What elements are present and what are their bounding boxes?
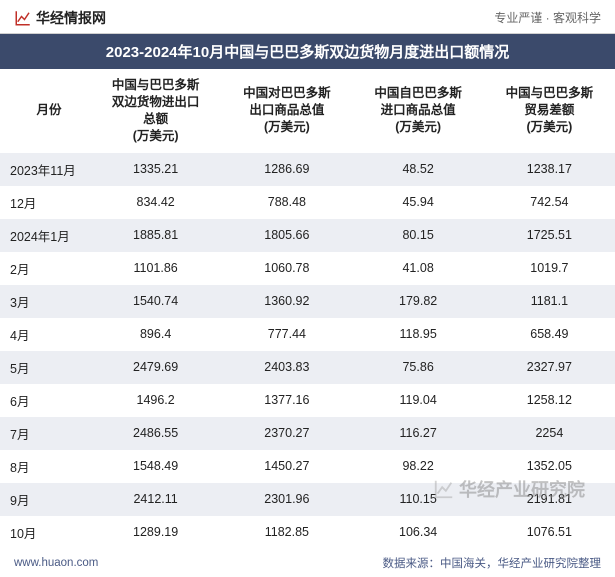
table-cell: 119.04	[353, 384, 484, 417]
table-cell: 1540.74	[90, 285, 221, 318]
table-cell: 742.54	[484, 186, 615, 219]
table-cell: 8月	[0, 450, 90, 483]
table-cell: 2254	[484, 417, 615, 450]
table-cell: 1335.21	[90, 153, 221, 186]
logo-text: 华经情报网	[36, 8, 106, 28]
table-cell: 10月	[0, 516, 90, 549]
table-row: 8月1548.491450.2798.221352.05	[0, 450, 615, 483]
table-cell: 2403.83	[221, 351, 352, 384]
table-cell: 3月	[0, 285, 90, 318]
table-cell: 80.15	[353, 219, 484, 252]
table-row: 2023年11月1335.211286.6948.521238.17	[0, 153, 615, 186]
table-cell: 2486.55	[90, 417, 221, 450]
table-cell: 1548.49	[90, 450, 221, 483]
table-cell: 1352.05	[484, 450, 615, 483]
table-cell: 5月	[0, 351, 90, 384]
logo-icon	[14, 9, 32, 27]
header-tagline: 专业严谨 · 客观科学	[494, 9, 601, 26]
table-cell: 1496.2	[90, 384, 221, 417]
table-cell: 1060.78	[221, 252, 352, 285]
table-cell: 2191.81	[484, 483, 615, 516]
table-cell: 1238.17	[484, 153, 615, 186]
footer-source: 数据来源：中国海关，华经产业研究院整理	[383, 555, 602, 571]
table-cell: 98.22	[353, 450, 484, 483]
table-header: 月份中国与巴巴多斯双边货物进出口总额(万美元)中国对巴巴多斯出口商品总值(万美元…	[0, 69, 615, 153]
table-row: 9月2412.112301.96110.152191.81	[0, 483, 615, 516]
footer-bar: www.huaon.com 数据来源：中国海关，华经产业研究院整理	[0, 549, 615, 577]
table-cell: 1725.51	[484, 219, 615, 252]
table-row: 12月834.42788.4845.94742.54	[0, 186, 615, 219]
table-row: 4月896.4777.44118.95658.49	[0, 318, 615, 351]
table-cell: 834.42	[90, 186, 221, 219]
table-cell: 1182.85	[221, 516, 352, 549]
table-cell: 1019.7	[484, 252, 615, 285]
table-cell: 4月	[0, 318, 90, 351]
table-row: 10月1289.191182.85106.341076.51	[0, 516, 615, 549]
table-body: 2023年11月1335.211286.6948.521238.1712月834…	[0, 153, 615, 549]
table-cell: 118.95	[353, 318, 484, 351]
table-cell: 2月	[0, 252, 90, 285]
table-cell: 2479.69	[90, 351, 221, 384]
column-header: 中国自巴巴多斯进口商品总值(万美元)	[353, 69, 484, 153]
table-cell: 9月	[0, 483, 90, 516]
table-cell: 2370.27	[221, 417, 352, 450]
table-row: 7月2486.552370.27116.272254	[0, 417, 615, 450]
logo-section: 华经情报网	[14, 8, 106, 28]
table-cell: 7月	[0, 417, 90, 450]
table-cell: 658.49	[484, 318, 615, 351]
table-row: 3月1540.741360.92179.821181.1	[0, 285, 615, 318]
table-cell: 2024年1月	[0, 219, 90, 252]
data-table: 月份中国与巴巴多斯双边货物进出口总额(万美元)中国对巴巴多斯出口商品总值(万美元…	[0, 69, 615, 549]
table-cell: 45.94	[353, 186, 484, 219]
header-bar: 华经情报网 专业严谨 · 客观科学	[0, 0, 615, 34]
column-header: 中国与巴巴多斯贸易差额(万美元)	[484, 69, 615, 153]
table-cell: 41.08	[353, 252, 484, 285]
table-cell: 788.48	[221, 186, 352, 219]
footer-url: www.huaon.com	[14, 557, 98, 569]
table-cell: 1885.81	[90, 219, 221, 252]
table-cell: 2301.96	[221, 483, 352, 516]
table-cell: 896.4	[90, 318, 221, 351]
table-cell: 2412.11	[90, 483, 221, 516]
table-cell: 1805.66	[221, 219, 352, 252]
title-bar: 2023-2024年10月中国与巴巴多斯双边货物月度进出口额情况	[0, 34, 615, 69]
table-row: 5月2479.692403.8375.862327.97	[0, 351, 615, 384]
table-cell: 48.52	[353, 153, 484, 186]
table-cell: 2023年11月	[0, 153, 90, 186]
table-cell: 12月	[0, 186, 90, 219]
table-cell: 1289.19	[90, 516, 221, 549]
table-cell: 6月	[0, 384, 90, 417]
table-cell: 106.34	[353, 516, 484, 549]
table-cell: 179.82	[353, 285, 484, 318]
column-header: 月份	[0, 69, 90, 153]
table-cell: 75.86	[353, 351, 484, 384]
table-cell: 1076.51	[484, 516, 615, 549]
table-row: 6月1496.21377.16119.041258.12	[0, 384, 615, 417]
column-header: 中国对巴巴多斯出口商品总值(万美元)	[221, 69, 352, 153]
column-header: 中国与巴巴多斯双边货物进出口总额(万美元)	[90, 69, 221, 153]
table-row: 2月1101.861060.7841.081019.7	[0, 252, 615, 285]
table-cell: 110.15	[353, 483, 484, 516]
table-cell: 1286.69	[221, 153, 352, 186]
table-cell: 1377.16	[221, 384, 352, 417]
table-cell: 1258.12	[484, 384, 615, 417]
table-cell: 116.27	[353, 417, 484, 450]
table-cell: 1450.27	[221, 450, 352, 483]
table-cell: 1101.86	[90, 252, 221, 285]
table-row: 2024年1月1885.811805.6680.151725.51	[0, 219, 615, 252]
table-cell: 777.44	[221, 318, 352, 351]
table-cell: 2327.97	[484, 351, 615, 384]
table-cell: 1181.1	[484, 285, 615, 318]
table-cell: 1360.92	[221, 285, 352, 318]
